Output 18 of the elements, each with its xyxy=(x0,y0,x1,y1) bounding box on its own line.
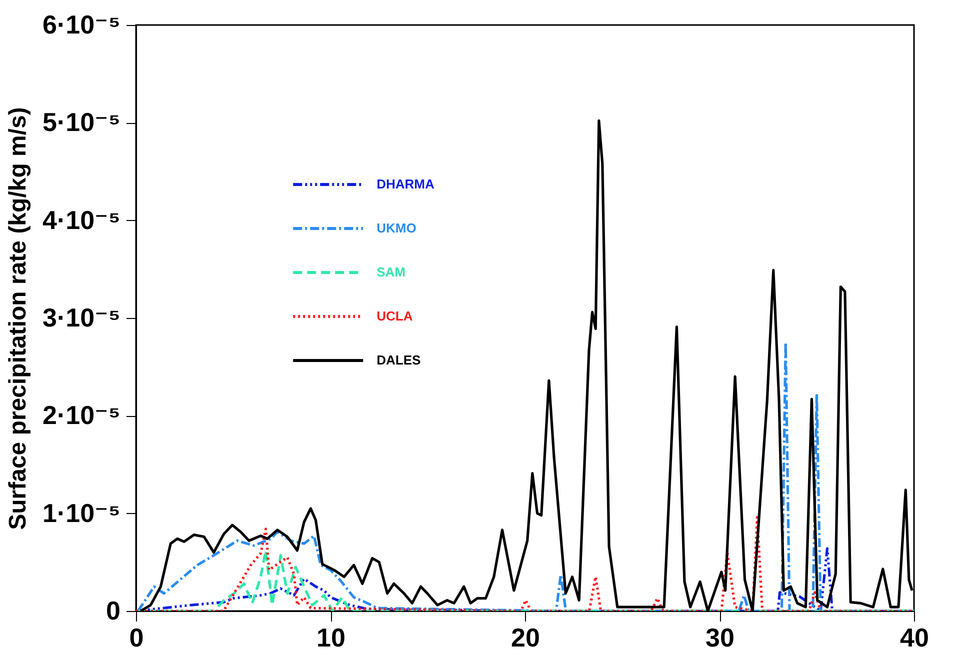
x-tick-label: 30 xyxy=(706,622,734,650)
y-tick-label: 3·10⁻⁵ xyxy=(42,302,120,332)
y-axis-title: Surface precipitation rate (kg/kg m/s) xyxy=(4,107,32,530)
text: SAM xyxy=(376,264,406,280)
y-tick-label: 4·10⁻⁵ xyxy=(42,204,120,235)
x-tick-label: 40 xyxy=(900,622,929,650)
x-tick-label: 10 xyxy=(316,622,346,650)
y-tick-label: 2·10⁻⁵ xyxy=(42,400,120,430)
text: DHARMA xyxy=(376,176,435,192)
text: UCLA xyxy=(376,308,414,324)
y-tick-label: 6·10⁻⁵ xyxy=(42,10,120,40)
y-tick-label: 5·10⁻⁵ xyxy=(42,107,120,138)
y-tick-label: 0 xyxy=(106,596,120,626)
y-tick-label: 1·10⁻⁵ xyxy=(42,498,120,528)
text: DALES xyxy=(376,352,421,368)
x-tick-label: 20 xyxy=(511,622,540,650)
x-tick-label: 0 xyxy=(129,622,144,650)
text: UKMO xyxy=(376,220,416,236)
